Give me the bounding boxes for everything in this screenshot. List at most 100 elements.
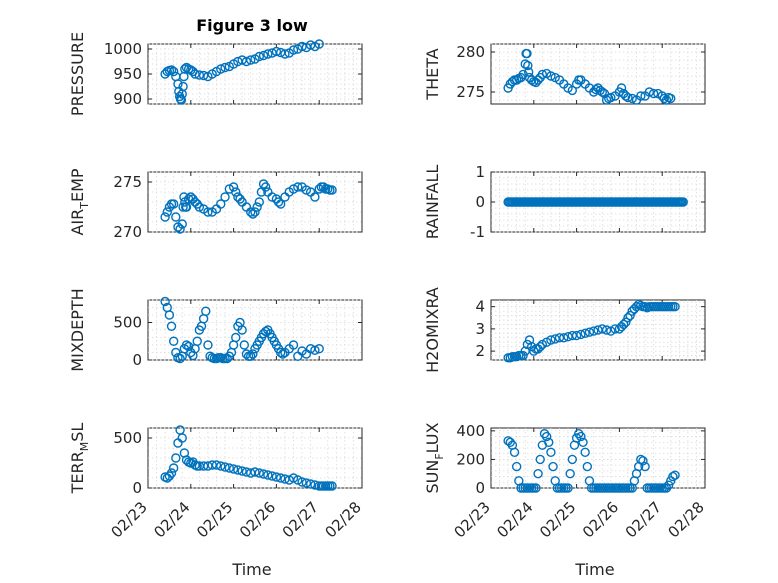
data-point — [618, 319, 629, 330]
data-point — [166, 321, 177, 331]
subplot-2: 275 280 THETA — [423, 43, 706, 105]
data-point — [171, 453, 181, 463]
data-point — [678, 197, 688, 207]
data-point — [310, 345, 320, 355]
data-point — [640, 461, 650, 472]
data-point — [258, 50, 269, 61]
data-point — [548, 461, 558, 472]
y-axis-label: THETA — [423, 48, 442, 100]
data-point — [288, 184, 299, 194]
data-point — [254, 51, 264, 62]
data-point — [621, 317, 631, 327]
data-point — [166, 468, 177, 478]
data-point — [220, 462, 230, 472]
data-point — [627, 93, 637, 104]
data-point — [591, 84, 601, 95]
data-point — [278, 349, 288, 359]
data-point — [222, 353, 232, 364]
data-point — [263, 470, 273, 480]
subplot-7: 0 500 02/23 02/24 02/25 02/26 02/27 02/28 TERRMS… — [68, 423, 365, 542]
data-point — [168, 463, 179, 473]
data-point — [648, 88, 659, 99]
data-point — [546, 71, 556, 81]
data-point — [175, 94, 186, 104]
x-tick-label: 02/24 — [493, 498, 536, 541]
data-point — [164, 310, 175, 320]
data-point — [661, 483, 672, 493]
y-axis-label: TERRMSL — [68, 423, 91, 495]
data-point — [241, 56, 252, 67]
data-point — [616, 83, 627, 93]
data-point — [567, 454, 578, 465]
x-axis-label-left: Time — [231, 560, 271, 579]
data-point — [297, 477, 307, 487]
data-point — [571, 330, 582, 341]
data-point — [271, 46, 282, 57]
y-tick-label: 0 — [475, 193, 485, 211]
y-axis-label: AIRTEMP — [68, 168, 91, 235]
data-point — [183, 341, 194, 352]
data-point — [301, 185, 312, 195]
data-point — [237, 466, 247, 476]
data-point — [246, 55, 256, 65]
data-point — [216, 64, 226, 74]
data-point — [301, 478, 312, 488]
data-point — [280, 49, 290, 59]
data-point — [216, 461, 226, 471]
data-point — [177, 433, 187, 443]
data-point — [288, 340, 299, 350]
data-point — [275, 473, 286, 483]
subplot-6: 2 3 4 H2OMIXRA — [423, 287, 706, 373]
data-point — [175, 224, 185, 234]
data-point — [505, 437, 515, 447]
data-point — [535, 341, 545, 352]
y-tick-label: 500 — [113, 429, 142, 447]
data-point — [162, 207, 172, 217]
data-point — [288, 473, 299, 483]
data-point — [220, 62, 230, 73]
data-point — [574, 429, 584, 439]
data-point — [201, 306, 211, 316]
data-point — [580, 447, 590, 457]
data-point — [168, 66, 179, 77]
x-tick-label: 02/25 — [193, 498, 236, 541]
data-point — [177, 219, 187, 229]
subplot-8: 0 200 400 02/23 02/24 02/25 02/26 02/27 02/28 SUN… — [423, 422, 708, 542]
data-point — [267, 192, 277, 202]
data-point — [623, 313, 633, 323]
x-tick-label: 02/24 — [150, 498, 193, 541]
y-axis-label: MIXDEPTH — [68, 288, 87, 371]
data-point — [179, 192, 189, 202]
y-tick-label: 0 — [132, 479, 142, 497]
y-tick-label: -1 — [470, 223, 485, 241]
data-point — [589, 326, 599, 336]
y-tick-label: 1000 — [104, 40, 142, 58]
data-point — [233, 465, 243, 475]
data-point — [211, 460, 222, 470]
data-point — [644, 87, 655, 97]
data-point — [670, 301, 680, 312]
data-point — [181, 340, 192, 350]
data-point — [250, 467, 260, 477]
data-point — [659, 93, 670, 104]
data-point — [509, 447, 520, 457]
x-tick-label: 02/23 — [451, 498, 494, 541]
data-point — [248, 209, 258, 219]
data-point — [231, 332, 241, 343]
data-point — [188, 350, 198, 361]
data-point — [314, 39, 324, 49]
data-point — [228, 182, 239, 192]
data-point — [231, 187, 241, 197]
data-point — [522, 48, 532, 59]
data-point — [293, 475, 303, 485]
x-tick-label: 02/28 — [322, 498, 365, 541]
data-point — [523, 60, 533, 71]
data-point — [178, 202, 188, 212]
data-point — [178, 81, 188, 92]
data-point — [314, 344, 324, 354]
y-tick-label: 500 — [113, 314, 142, 332]
data-point — [216, 199, 226, 209]
data-point — [203, 207, 213, 217]
data-point — [271, 472, 282, 482]
